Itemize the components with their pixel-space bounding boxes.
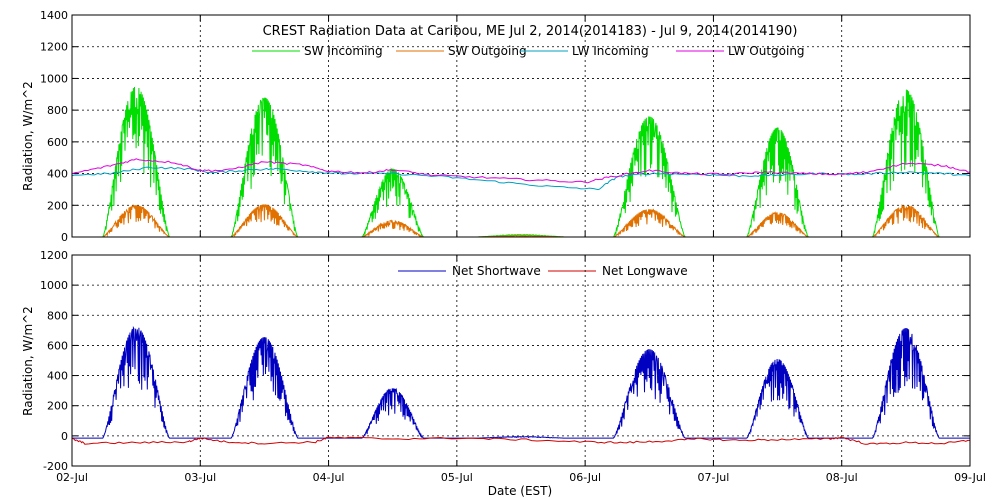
legend-swout-label: SW Outgoing [448,44,527,58]
legend-swin-label: SW Incoming [304,44,383,58]
x-tick-label: 02-Jul [56,471,88,484]
top-y-tick-label: 1200 [40,41,68,54]
top-series-sw-outgoing [72,204,970,238]
top-y-tick-label: 800 [47,104,68,117]
bottom-y-tick-label: 400 [47,370,68,383]
top-series-lw-incoming [71,166,971,191]
bottom-y-tick-label: -200 [43,460,68,473]
legend-lwin-label: LW Incoming [572,44,649,58]
x-tick-label: 03-Jul [184,471,216,484]
bottom-y-axis-label: Radiation, W/m^2 [21,306,35,416]
top-y-axis-label: Radiation, W/m^2 [21,81,35,191]
x-tick-label: 04-Jul [313,471,345,484]
top-y-tick-label: 200 [47,199,68,212]
x-tick-label: 05-Jul [441,471,473,484]
top-series-sw-incoming [72,86,970,238]
bottom-y-tick-label: 1000 [40,279,68,292]
chart-title: CREST Radiation Data at Caribou, ME Jul … [263,24,798,39]
legend-lwout-label: LW Outgoing [728,44,805,58]
x-tick-label: 06-Jul [569,471,601,484]
bottom-y-tick-label: 1200 [40,249,68,262]
bottom-plot-frame [71,254,971,467]
bottom-legend: Net Shortwave Net Longwave [398,264,688,278]
top-series-lw-outgoing [71,158,971,184]
legend-netlw-label: Net Longwave [602,264,688,278]
x-tick-label: 07-Jul [697,471,729,484]
top-y-tick-label: 1000 [40,72,68,85]
bottom-series-net-shortwave [72,325,970,439]
bottom-y-tick-label: 600 [47,339,68,352]
top-plot-frame [71,14,971,238]
bottom-panel: Radiation, W/m^2 Date (EST) Net Shortwav… [21,264,688,498]
x-tick-label: 08-Jul [826,471,858,484]
top-y-tick-label: 400 [47,168,68,181]
x-tick-label: 09-Jul [954,471,986,484]
bottom-series-net-longwave [71,436,970,445]
top-y-tick-label: 600 [47,136,68,149]
top-y-tick-label: 1400 [40,9,68,22]
top-y-tick-label: 0 [61,231,68,244]
top-legend: SW Incoming SW Outgoing LW Incoming LW O… [252,44,805,58]
legend-netsw-label: Net Shortwave [452,264,541,278]
x-axis-label: Date (EST) [488,484,552,498]
bottom-y-tick-label: 800 [47,309,68,322]
top-panel: Radiation, W/m^2 SW Incoming SW Outgoing… [21,44,805,191]
bottom-y-tick-label: 200 [47,400,68,413]
bottom-y-tick-label: 0 [61,430,68,443]
